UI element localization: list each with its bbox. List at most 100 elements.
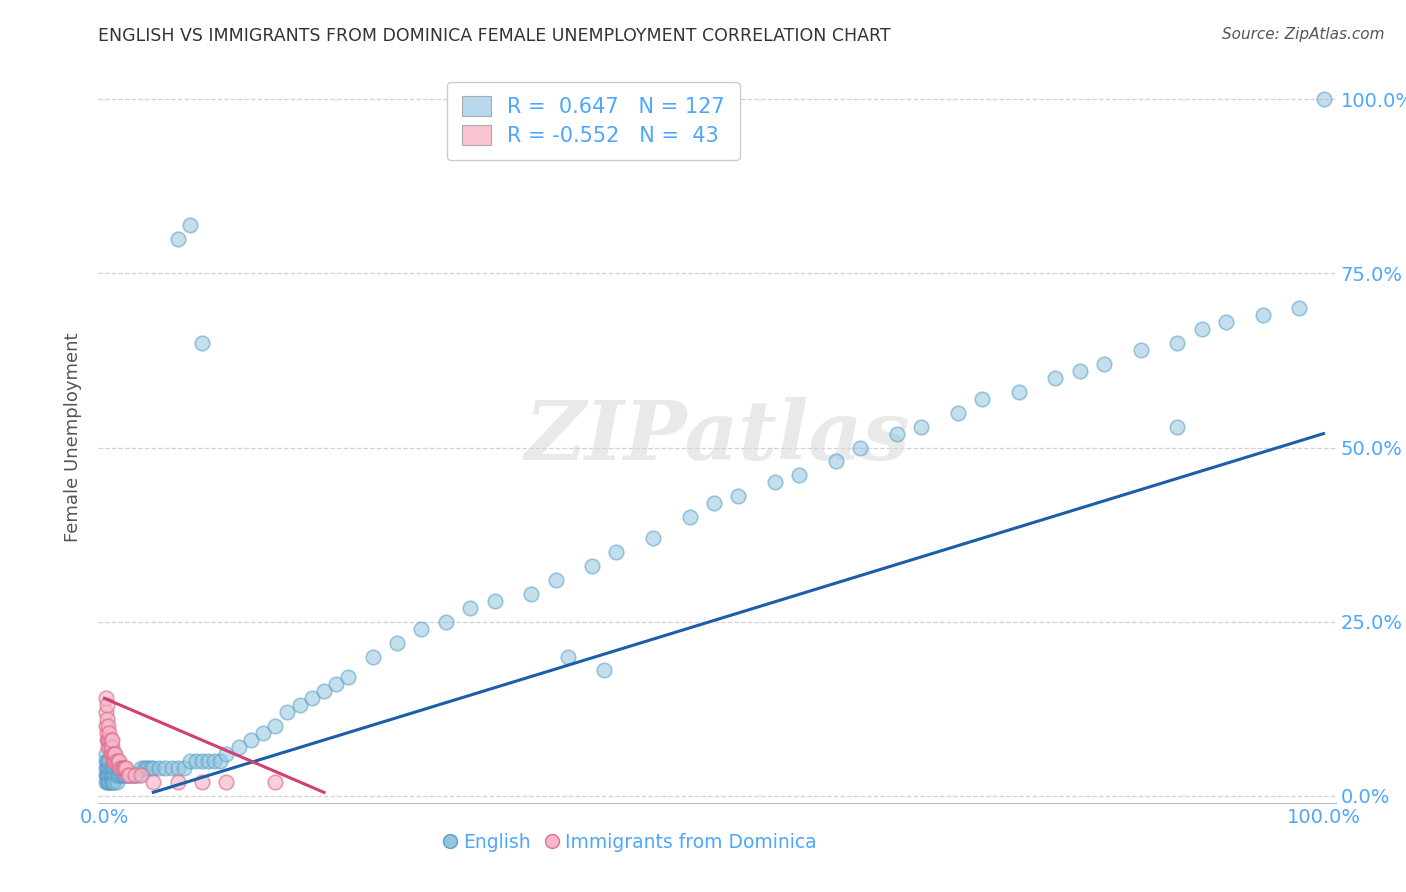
Point: [110, 761, 132, 775]
Point: [96, 754, 118, 768]
Point: [117, 768, 139, 782]
Point: [101, 761, 124, 775]
Point: [581, 558, 603, 573]
Point: [1166, 419, 1188, 434]
Point: [98, 740, 121, 755]
Point: [458, 600, 481, 615]
Point: [101, 775, 124, 789]
Point: [184, 754, 207, 768]
Point: [849, 441, 872, 455]
Point: [484, 594, 506, 608]
Point: [100, 768, 122, 782]
Point: [100, 740, 122, 755]
Point: [1069, 364, 1091, 378]
Point: [104, 761, 127, 775]
Point: [325, 677, 347, 691]
Point: [114, 761, 136, 775]
Point: [98, 726, 121, 740]
Legend: English, Immigrants from Dominica: English, Immigrants from Dominica: [437, 825, 824, 859]
Point: [96, 712, 118, 726]
Point: [110, 761, 132, 775]
Point: [96, 768, 118, 782]
Point: [173, 761, 195, 775]
Point: [1312, 92, 1334, 106]
Point: [191, 754, 214, 768]
Point: [129, 768, 152, 782]
Point: [434, 615, 457, 629]
Point: [94, 768, 117, 782]
Point: [96, 733, 118, 747]
Point: [139, 761, 162, 775]
Point: [98, 754, 121, 768]
Point: [103, 761, 125, 775]
Point: [118, 768, 141, 782]
Point: [117, 768, 139, 782]
Point: [288, 698, 311, 713]
Point: [228, 740, 250, 755]
Point: [191, 775, 214, 789]
Text: ZIPatlas: ZIPatlas: [524, 397, 910, 477]
Point: [1166, 336, 1188, 351]
Point: [108, 761, 131, 775]
Point: [155, 761, 177, 775]
Point: [97, 761, 120, 775]
Point: [215, 747, 238, 761]
Point: [97, 768, 120, 782]
Point: [1215, 315, 1237, 329]
Point: [105, 768, 128, 782]
Point: [138, 761, 160, 775]
Point: [96, 768, 118, 782]
Point: [727, 489, 749, 503]
Point: [96, 726, 118, 740]
Point: [605, 545, 627, 559]
Point: [825, 454, 848, 468]
Point: [111, 768, 134, 782]
Point: [886, 426, 908, 441]
Point: [132, 761, 155, 775]
Point: [94, 719, 117, 733]
Point: [101, 733, 124, 747]
Point: [101, 768, 124, 782]
Point: [97, 719, 120, 733]
Point: [191, 336, 214, 351]
Point: [100, 733, 122, 747]
Point: [121, 768, 143, 782]
Point: [112, 761, 135, 775]
Point: [1092, 357, 1115, 371]
Point: [411, 622, 433, 636]
Point: [160, 761, 183, 775]
Point: [1129, 343, 1152, 357]
Point: [135, 761, 157, 775]
Point: [105, 761, 128, 775]
Point: [179, 218, 201, 232]
Point: [122, 768, 145, 782]
Point: [209, 754, 232, 768]
Point: [148, 761, 170, 775]
Point: [110, 768, 132, 782]
Point: [94, 705, 117, 719]
Point: [94, 691, 117, 706]
Point: [101, 754, 124, 768]
Point: [115, 768, 138, 782]
Point: [110, 761, 132, 775]
Point: [94, 761, 117, 775]
Point: [104, 754, 127, 768]
Point: [910, 419, 932, 434]
Point: [112, 768, 135, 782]
Point: [100, 775, 122, 789]
Text: ENGLISH VS IMMIGRANTS FROM DOMINICA FEMALE UNEMPLOYMENT CORRELATION CHART: ENGLISH VS IMMIGRANTS FROM DOMINICA FEMA…: [98, 27, 891, 45]
Point: [118, 768, 141, 782]
Point: [101, 761, 124, 775]
Point: [1191, 322, 1213, 336]
Point: [97, 754, 120, 768]
Point: [239, 733, 262, 747]
Point: [97, 740, 120, 755]
Point: [385, 635, 408, 649]
Point: [101, 768, 124, 782]
Point: [98, 761, 121, 775]
Point: [103, 775, 125, 789]
Point: [120, 768, 142, 782]
Point: [104, 747, 127, 761]
Point: [264, 719, 287, 733]
Point: [763, 475, 786, 490]
